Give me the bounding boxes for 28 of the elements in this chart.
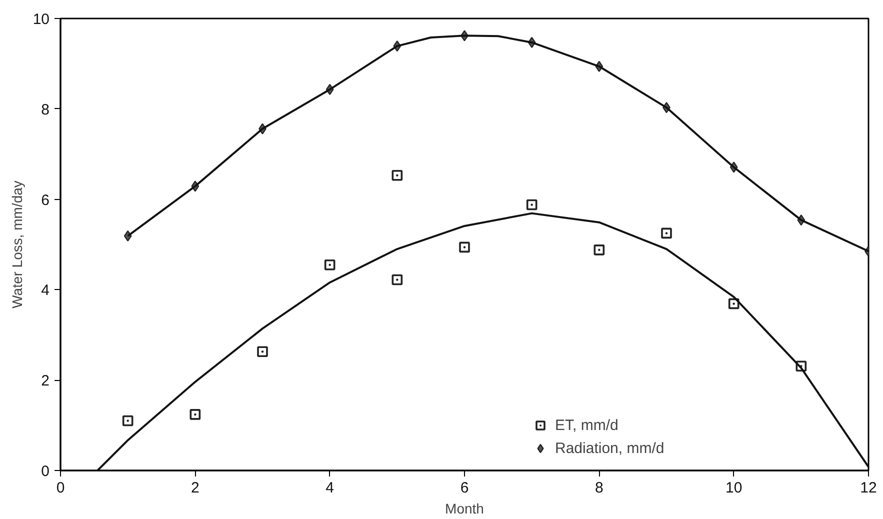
point: [594, 244, 605, 256]
legend-label: Radiation, mm/d: [555, 440, 664, 456]
point: [459, 242, 470, 253]
x-tick-label: 4: [326, 480, 334, 496]
x-tick-label: 0: [56, 480, 65, 496]
x-tick-label: 2: [190, 480, 200, 496]
point: [324, 259, 336, 270]
point: [257, 346, 268, 358]
point: [392, 274, 403, 286]
y-tick-label: 0: [41, 463, 50, 480]
y-tick-label: 8: [41, 101, 50, 118]
legend-label: ET, mm/d: [555, 416, 618, 434]
x-tick-label: 6: [460, 480, 469, 496]
y-tick-label: 2: [41, 372, 50, 390]
point: [122, 415, 134, 426]
line-series: [96, 212, 868, 470]
y-axis-title: Water Loss, mm/day: [8, 180, 25, 308]
point: [190, 409, 201, 420]
x-axis-title: Month: [445, 500, 484, 516]
x-tick-label: 12: [860, 480, 877, 496]
point: [526, 199, 538, 210]
y-tick-label: 6: [41, 192, 50, 209]
point: [392, 170, 403, 181]
x-tick-label: 10: [725, 480, 742, 496]
y-tick-label: 10: [32, 11, 50, 28]
y-tick-label: 4: [41, 282, 50, 300]
x-tick-label: 8: [594, 480, 604, 496]
point: [661, 228, 672, 239]
